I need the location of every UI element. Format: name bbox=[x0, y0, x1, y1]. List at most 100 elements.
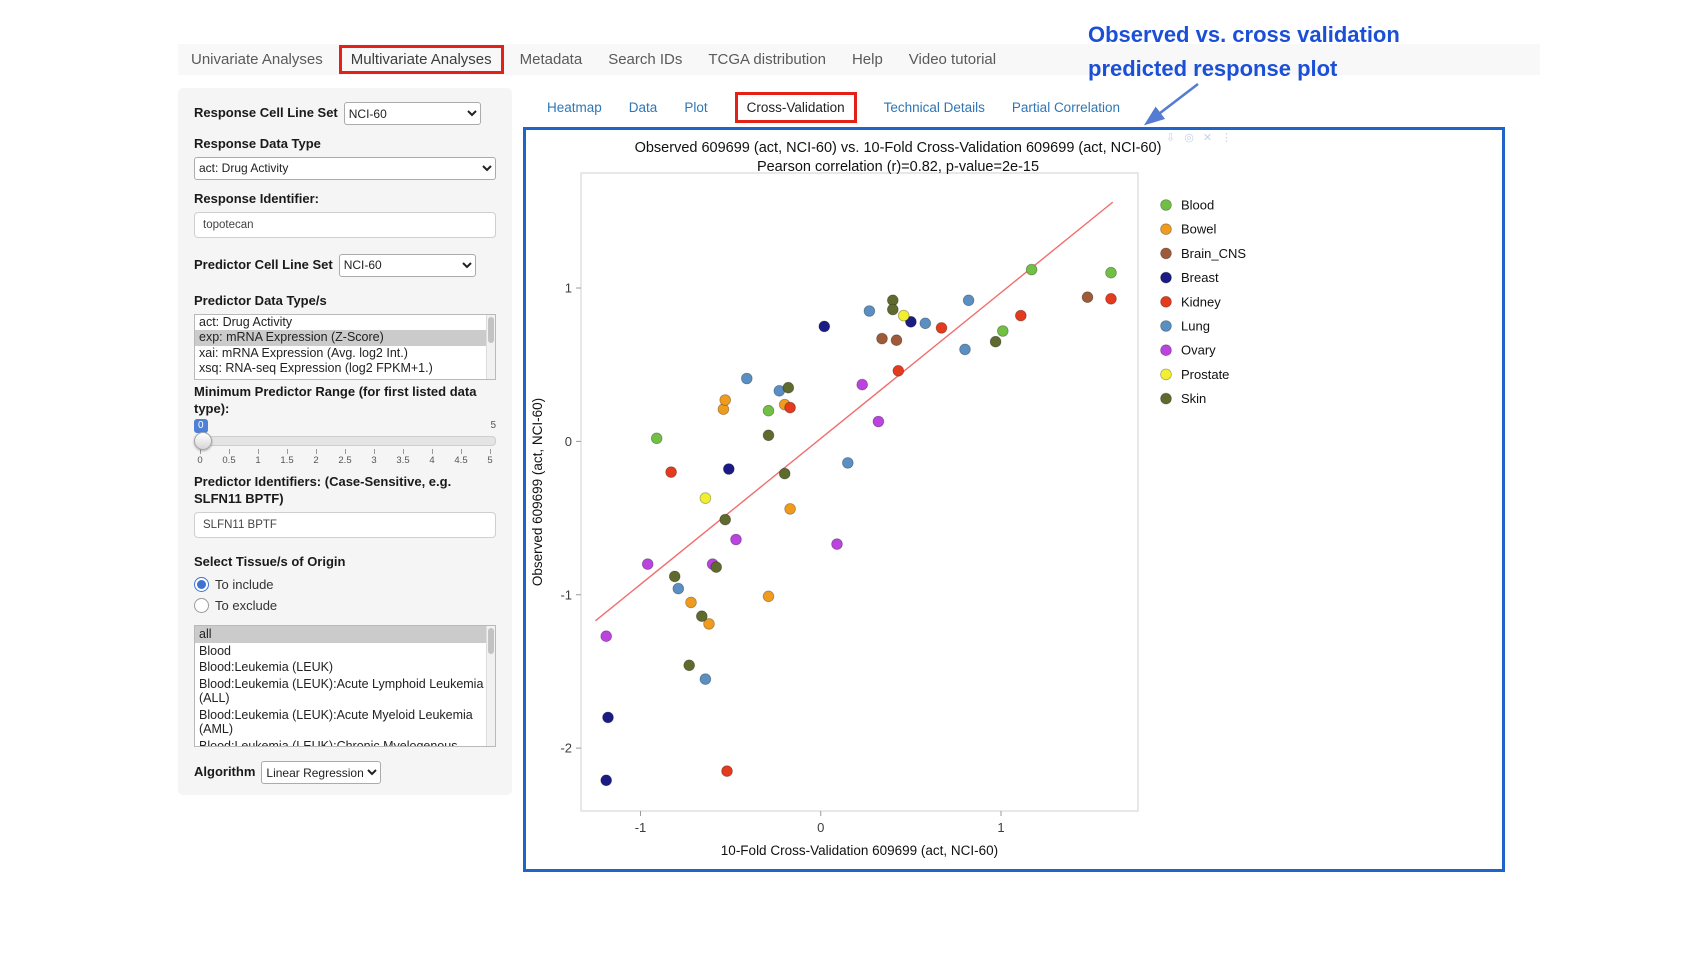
legend-label-skin[interactable]: Skin bbox=[1181, 391, 1206, 406]
slider-tick: 3.5 bbox=[396, 449, 410, 466]
nav-tab-help[interactable]: Help bbox=[851, 51, 883, 68]
camera-icon[interactable]: ⇩ bbox=[1166, 132, 1176, 144]
algorithm-select[interactable]: Linear Regression bbox=[261, 761, 382, 785]
point-kidney bbox=[1014, 309, 1027, 322]
list-option-blood[interactable]: Blood bbox=[199, 643, 231, 658]
point-lung bbox=[863, 305, 876, 317]
point-breast bbox=[905, 316, 917, 328]
point-blood bbox=[762, 404, 775, 417]
point-lung bbox=[699, 673, 712, 685]
legend-swatch-ovary[interactable] bbox=[1160, 344, 1172, 357]
legend-swatch-breast[interactable] bbox=[1160, 271, 1172, 284]
annotation-line2: predicted response plot bbox=[1088, 56, 1338, 82]
radio-to-exclude-label: To exclude bbox=[215, 598, 278, 614]
magnifier-icon[interactable]: ◎ bbox=[1184, 132, 1194, 144]
radio-to-exclude[interactable]: To exclude bbox=[194, 598, 496, 614]
subtab-plot[interactable]: Plot bbox=[684, 99, 708, 115]
slider-tick: 4.5 bbox=[454, 449, 468, 466]
response-cell-line-set-label: Response Cell Line Set bbox=[194, 105, 338, 121]
legend-label-ovary[interactable]: Ovary bbox=[1181, 343, 1216, 358]
point-breast bbox=[818, 320, 831, 333]
list-option-act-drug-activity[interactable]: act: Drug Activity bbox=[199, 314, 293, 329]
legend-label-kidney[interactable]: Kidney bbox=[1181, 294, 1221, 309]
legend-swatch-blood[interactable] bbox=[1160, 199, 1172, 211]
list-option-blood-leukemia-leuk[interactable]: Blood:Leukemia (LEUK) bbox=[199, 660, 334, 675]
legend-swatch-lung[interactable] bbox=[1160, 320, 1172, 332]
point-breast bbox=[723, 463, 735, 475]
slider-handle[interactable] bbox=[194, 432, 212, 451]
subtab-partial-correlation[interactable]: Partial Correlation bbox=[1011, 99, 1120, 115]
chart-subtitle: Pearson correlation (r)=0.82, p-value=2e… bbox=[757, 159, 1039, 175]
nav-tab-tcga-distribution[interactable]: TCGA distribution bbox=[708, 51, 826, 68]
y-tick-label: -2 bbox=[560, 741, 572, 756]
legend-swatch-prostate[interactable] bbox=[1160, 368, 1172, 381]
list-option-blood-leukemia-leuk-acute-myeloid-leukemia-aml[interactable]: Blood:Leukemia (LEUK):Acute Myeloid Leuk… bbox=[199, 707, 473, 737]
subtab-technical-details[interactable]: Technical Details bbox=[883, 99, 985, 115]
point-brain-cns bbox=[890, 334, 903, 347]
point-bowel bbox=[719, 394, 732, 406]
legend-swatch-skin[interactable] bbox=[1160, 392, 1172, 405]
cross-validation-plot-container: ⇩ ◎ ✕ ⋮ Observed 609699 (act, NCI-60) vs. 1… bbox=[523, 127, 1505, 872]
predictor-data-types-listbox[interactable]: act: Drug Activity exp: mRNA Expression (… bbox=[194, 313, 496, 380]
radio-unselected-icon bbox=[194, 598, 209, 614]
subtab-cross-validation[interactable]: Cross-Validation bbox=[734, 91, 857, 123]
legend-label-prostate[interactable]: Prostate bbox=[1181, 367, 1229, 382]
point-blood bbox=[996, 325, 1009, 337]
response-data-type-select[interactable]: act: Drug Activity bbox=[194, 156, 496, 180]
legend-label-brain-cns[interactable]: Brain_CNS bbox=[1181, 246, 1246, 261]
response-cell-line-set-select[interactable]: NCI-60 bbox=[343, 102, 481, 125]
legend-label-breast[interactable]: Breast bbox=[1181, 270, 1219, 285]
predictor-identifiers-input[interactable] bbox=[194, 512, 496, 539]
point-skin bbox=[683, 659, 696, 672]
list-option-blood-leukemia-leuk-chronic-myelogenous-leukemia-cml[interactable]: Blood:Leukemia (LEUK):Chronic Myelogenou… bbox=[199, 738, 458, 748]
legend-swatch-kidney[interactable] bbox=[1160, 296, 1172, 308]
menu-icon[interactable]: ⋮ bbox=[1221, 132, 1233, 144]
close-icon[interactable]: ✕ bbox=[1202, 132, 1213, 144]
nav-tab-multivariate-analyses[interactable]: Multivariate Analyses bbox=[338, 45, 504, 74]
point-prostate bbox=[699, 492, 712, 504]
subtab-heatmap[interactable]: Heatmap bbox=[547, 99, 602, 115]
annotation-line1: Observed vs. cross validation bbox=[1088, 22, 1400, 47]
point-kidney bbox=[721, 765, 733, 777]
point-skin bbox=[989, 335, 1002, 348]
slider-tick-labels: 0 0.5 1 1.5 2 2.5 3 3.5 4 4.5 5 bbox=[194, 449, 496, 466]
annotation-text: Observed vs. cross validation predicted … bbox=[1088, 18, 1400, 86]
point-blood bbox=[1025, 263, 1038, 276]
nav-tab-video-tutorial[interactable]: Video tutorial bbox=[908, 51, 997, 68]
point-kidney bbox=[935, 322, 948, 334]
list-option-xsq-rna-seq-expression-log2-fpkm-1[interactable]: xsq: RNA-seq Expression (log2 FPKM+1.) bbox=[199, 361, 433, 376]
list-option-blood-leukemia-leuk-acute-lymphoid-leukemia-all[interactable]: Blood:Leukemia (LEUK):Acute Lymphoid Leu… bbox=[199, 676, 484, 706]
nav-tab-search-ids[interactable]: Search IDs bbox=[608, 51, 683, 68]
point-ovary bbox=[600, 630, 612, 643]
legend-swatch-brain-cns[interactable] bbox=[1160, 247, 1172, 260]
point-kidney bbox=[1105, 293, 1117, 305]
predictor-cell-line-set-select[interactable]: NCI-60 bbox=[338, 253, 476, 277]
nav-tab-univariate-analyses[interactable]: Univariate Analyses bbox=[191, 51, 323, 68]
legend-swatch-bowel[interactable] bbox=[1160, 223, 1172, 235]
subtab-data[interactable]: Data bbox=[628, 99, 658, 115]
point-lung bbox=[672, 582, 685, 595]
legend-label-bowel[interactable]: Bowel bbox=[1181, 222, 1217, 237]
point-skin bbox=[668, 570, 681, 583]
radio-to-include[interactable]: To include bbox=[194, 577, 496, 593]
slider-track[interactable] bbox=[194, 432, 496, 451]
predictor-identifiers-label: Predictor Identifiers: (Case-Sensitive, … bbox=[194, 474, 452, 507]
point-bowel bbox=[703, 618, 715, 630]
slider-tick: 5 bbox=[484, 449, 496, 466]
list-option-all[interactable]: all bbox=[195, 626, 495, 643]
point-kidney bbox=[892, 365, 905, 377]
list-option-xai-mrna-expression-avg-log2-int[interactable]: xai: mRNA Expression (Avg. log2 Int.) bbox=[199, 345, 408, 360]
legend-label-lung[interactable]: Lung bbox=[1181, 319, 1210, 334]
algorithm-label: Algorithm bbox=[194, 764, 256, 780]
point-bowel bbox=[784, 503, 796, 515]
nav-tab-metadata[interactable]: Metadata bbox=[519, 51, 583, 68]
list-option-exp-mrna-expression-z-score[interactable]: exp: mRNA Expression (Z-Score) bbox=[195, 330, 495, 346]
y-axis-label: Observed 609699 (act, NCI-60) bbox=[530, 398, 545, 586]
legend-label-blood[interactable]: Blood bbox=[1181, 198, 1214, 213]
slider-tick: 0 bbox=[194, 449, 206, 466]
response-identifier-input[interactable] bbox=[194, 211, 496, 238]
min-predictor-range-label: Minimum Predictor Range (for first liste… bbox=[194, 383, 477, 416]
tissue-origin-listbox[interactable]: all Blood Blood:Leukemia (LEUK) Blood:Leuke… bbox=[194, 625, 496, 748]
point-breast bbox=[600, 774, 612, 787]
min-predictor-range-slider[interactable]: 0 5 0 0.5 1 1.5 2 2.5 3 3.5 4 4.5 5 bbox=[194, 419, 496, 466]
